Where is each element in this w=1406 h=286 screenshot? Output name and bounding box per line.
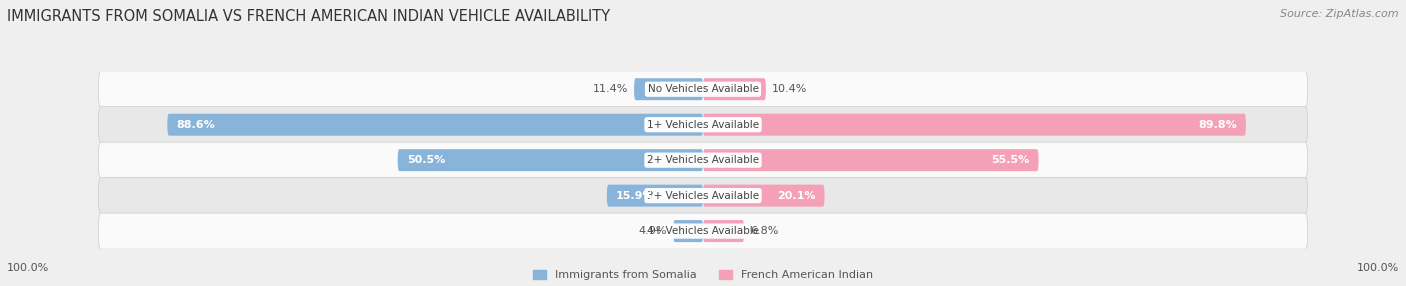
FancyBboxPatch shape — [98, 107, 1308, 143]
Text: 88.6%: 88.6% — [176, 120, 215, 130]
Text: No Vehicles Available: No Vehicles Available — [648, 84, 758, 94]
FancyBboxPatch shape — [703, 149, 1039, 171]
FancyBboxPatch shape — [398, 149, 703, 171]
FancyBboxPatch shape — [98, 213, 1308, 249]
Text: 15.9%: 15.9% — [616, 191, 655, 200]
FancyBboxPatch shape — [703, 220, 744, 242]
FancyBboxPatch shape — [167, 114, 703, 136]
Text: 4+ Vehicles Available: 4+ Vehicles Available — [647, 226, 759, 236]
Text: 6.8%: 6.8% — [751, 226, 779, 236]
Text: 89.8%: 89.8% — [1198, 120, 1237, 130]
Text: 11.4%: 11.4% — [593, 84, 628, 94]
FancyBboxPatch shape — [634, 78, 703, 100]
Text: 2+ Vehicles Available: 2+ Vehicles Available — [647, 155, 759, 165]
FancyBboxPatch shape — [703, 114, 1246, 136]
FancyBboxPatch shape — [703, 185, 824, 206]
Text: 100.0%: 100.0% — [1357, 263, 1399, 273]
FancyBboxPatch shape — [98, 178, 1308, 214]
Text: 50.5%: 50.5% — [406, 155, 446, 165]
Text: 100.0%: 100.0% — [7, 263, 49, 273]
FancyBboxPatch shape — [98, 142, 1308, 178]
Legend: Immigrants from Somalia, French American Indian: Immigrants from Somalia, French American… — [533, 270, 873, 281]
Text: 3+ Vehicles Available: 3+ Vehicles Available — [647, 191, 759, 200]
FancyBboxPatch shape — [703, 78, 766, 100]
Text: 1+ Vehicles Available: 1+ Vehicles Available — [647, 120, 759, 130]
Text: 20.1%: 20.1% — [778, 191, 815, 200]
Text: IMMIGRANTS FROM SOMALIA VS FRENCH AMERICAN INDIAN VEHICLE AVAILABILITY: IMMIGRANTS FROM SOMALIA VS FRENCH AMERIC… — [7, 9, 610, 23]
FancyBboxPatch shape — [673, 220, 703, 242]
FancyBboxPatch shape — [607, 185, 703, 206]
Text: Source: ZipAtlas.com: Source: ZipAtlas.com — [1281, 9, 1399, 19]
Text: 55.5%: 55.5% — [991, 155, 1029, 165]
FancyBboxPatch shape — [98, 71, 1308, 107]
Text: 4.9%: 4.9% — [638, 226, 668, 236]
Text: 10.4%: 10.4% — [772, 84, 807, 94]
